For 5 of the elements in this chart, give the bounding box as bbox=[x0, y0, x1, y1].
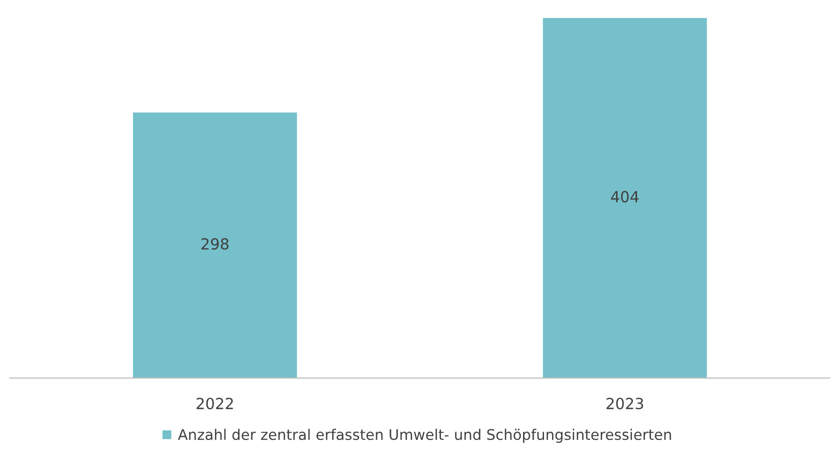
x-tick-label: 2023 bbox=[606, 398, 644, 410]
data-label: 404 bbox=[611, 190, 639, 202]
data-label: 298 bbox=[202, 238, 228, 250]
x-tick-label: 2022 bbox=[196, 398, 233, 410]
legend-label: Anzahl der zentral erfassten Umwelt- und Schöpfungsinteressierten bbox=[178, 428, 671, 443]
